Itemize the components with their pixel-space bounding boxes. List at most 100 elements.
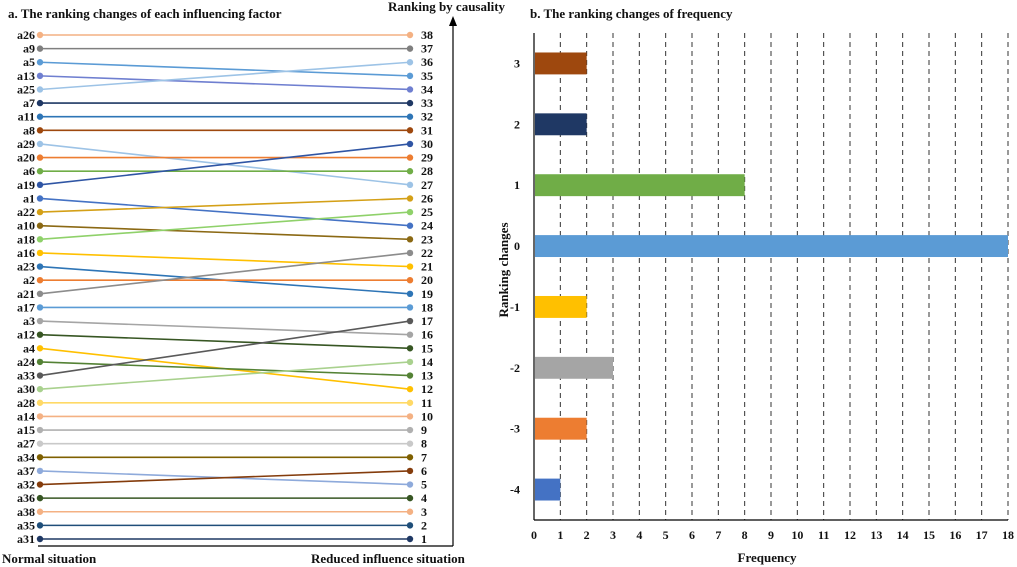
factor-label: a7 — [23, 96, 35, 110]
rank-label: 36 — [421, 55, 433, 69]
y-tick-label: -3 — [510, 422, 520, 436]
slope-point-left-a22 — [36, 208, 44, 216]
factor-label: a23 — [17, 260, 35, 274]
factor-label: a18 — [17, 232, 35, 246]
slope-point-right-a16 — [406, 263, 414, 270]
slope-point-left-a1 — [36, 195, 44, 202]
factor-label: a32 — [17, 478, 35, 492]
slope-point-right-a11 — [406, 113, 414, 120]
rank-label: 4 — [421, 491, 427, 505]
x-tick-label: 7 — [715, 528, 721, 542]
slope-point-right-a25 — [406, 59, 414, 66]
panel-a-y-axis-arrow — [449, 16, 457, 26]
slope-point-left-a28 — [36, 399, 44, 406]
x-tick-label: 4 — [636, 528, 642, 542]
slope-point-right-a12 — [406, 345, 414, 352]
slope-point-right-a2 — [406, 276, 414, 284]
x-tick-label: 18 — [1002, 528, 1014, 542]
slope-point-left-a37 — [36, 467, 44, 475]
slope-line-a24 — [39, 361, 411, 377]
bar-2 — [535, 113, 587, 136]
slope-point-left-a36 — [36, 494, 44, 502]
panel-b-x-ticks: 0 1 2 3 4 5 6 7 8 9 10 11 12 13 14 15 16 17 18 — [531, 528, 1014, 542]
rank-label: 23 — [421, 232, 433, 246]
x-tick-label: 11 — [818, 528, 829, 542]
rank-label: 19 — [421, 287, 433, 301]
slope-point-left-a10 — [36, 222, 44, 229]
factor-label: a31 — [17, 532, 35, 546]
rank-label: 24 — [421, 219, 433, 233]
slope-point-right-a24 — [406, 372, 414, 379]
slope-point-left-a34 — [36, 454, 44, 461]
slope-line-a3 — [39, 320, 411, 336]
slope-point-right-a34 — [406, 454, 414, 461]
rank-label: 16 — [421, 328, 433, 342]
slope-point-left-a29 — [36, 140, 44, 148]
slope-point-right-a19 — [406, 140, 414, 148]
x-tick-label: 5 — [663, 528, 669, 542]
slope-point-left-a18 — [36, 236, 44, 243]
slope-line-a25 — [39, 61, 411, 91]
slope-point-right-a26 — [406, 31, 414, 39]
slope-point-right-a5 — [406, 72, 414, 80]
slope-point-left-a14 — [36, 413, 44, 420]
slope-point-left-a12 — [36, 331, 44, 338]
rank-label: 17 — [421, 314, 433, 328]
slope-point-right-a8 — [406, 127, 414, 134]
bar-0 — [535, 235, 1008, 258]
rank-label: 11 — [421, 396, 432, 410]
slope-point-right-a23 — [406, 290, 414, 298]
panel-b-y-ticks: 3 2 1 0 -1 -2 -3 -4 — [510, 56, 520, 496]
slope-point-right-a17 — [406, 304, 414, 311]
slope-point-right-a15 — [406, 426, 414, 434]
slope-point-right-a29 — [406, 181, 414, 189]
slope-line-a19 — [39, 143, 411, 186]
slope-point-left-a6 — [36, 168, 44, 175]
bar--3 — [535, 417, 587, 440]
y-tick-label: 1 — [514, 178, 520, 192]
slope-point-right-a28 — [406, 399, 414, 406]
rank-label: 22 — [421, 246, 433, 260]
slope-point-left-a2 — [36, 276, 44, 284]
factor-label: a33 — [17, 369, 35, 383]
slope-point-right-a38 — [406, 508, 414, 515]
y-tick-label: -1 — [510, 300, 520, 314]
x-tick-label: 2 — [584, 528, 590, 542]
panel-b-ylabel: Ranking changes — [496, 223, 511, 318]
y-tick-label: 2 — [514, 117, 520, 131]
y-tick-label: -4 — [510, 483, 520, 497]
factor-label: a15 — [17, 423, 35, 437]
rank-label: 8 — [421, 437, 427, 451]
rank-label: 30 — [421, 137, 433, 151]
factor-label: a35 — [17, 518, 35, 532]
slope-point-left-a3 — [36, 317, 44, 325]
slope-lines — [36, 31, 414, 543]
slope-point-right-a6 — [406, 168, 414, 175]
factor-label: a36 — [17, 491, 35, 505]
slope-point-right-a7 — [406, 99, 414, 107]
x-tick-label: 10 — [791, 528, 803, 542]
slope-point-right-a37 — [406, 481, 414, 488]
slope-point-left-a5 — [36, 59, 44, 66]
slope-line-a5 — [39, 61, 411, 77]
panel-a-xlabel-right: Reduced influence situation — [311, 551, 466, 566]
slope-point-left-a27 — [36, 440, 44, 447]
slope-point-right-a32 — [406, 467, 414, 475]
factor-label: a37 — [17, 464, 35, 478]
panel-b-bars — [535, 52, 1008, 501]
slope-line-a18 — [39, 211, 411, 241]
rank-label: 29 — [421, 151, 433, 165]
factor-label: a29 — [17, 137, 35, 151]
slope-point-left-a9 — [36, 45, 44, 52]
slope-point-left-a17 — [36, 304, 44, 311]
slope-point-right-a13 — [406, 86, 414, 93]
right-rank-labels: 3837363534333231302928272625242322212019… — [421, 28, 433, 546]
factor-label: a11 — [18, 110, 35, 124]
factor-label: a14 — [17, 409, 35, 423]
slope-point-left-a38 — [36, 508, 44, 515]
slope-point-right-a31 — [406, 535, 414, 543]
x-tick-label: 12 — [844, 528, 856, 542]
x-tick-label: 13 — [870, 528, 882, 542]
factor-label: a3 — [23, 314, 35, 328]
bar--4 — [535, 478, 561, 501]
